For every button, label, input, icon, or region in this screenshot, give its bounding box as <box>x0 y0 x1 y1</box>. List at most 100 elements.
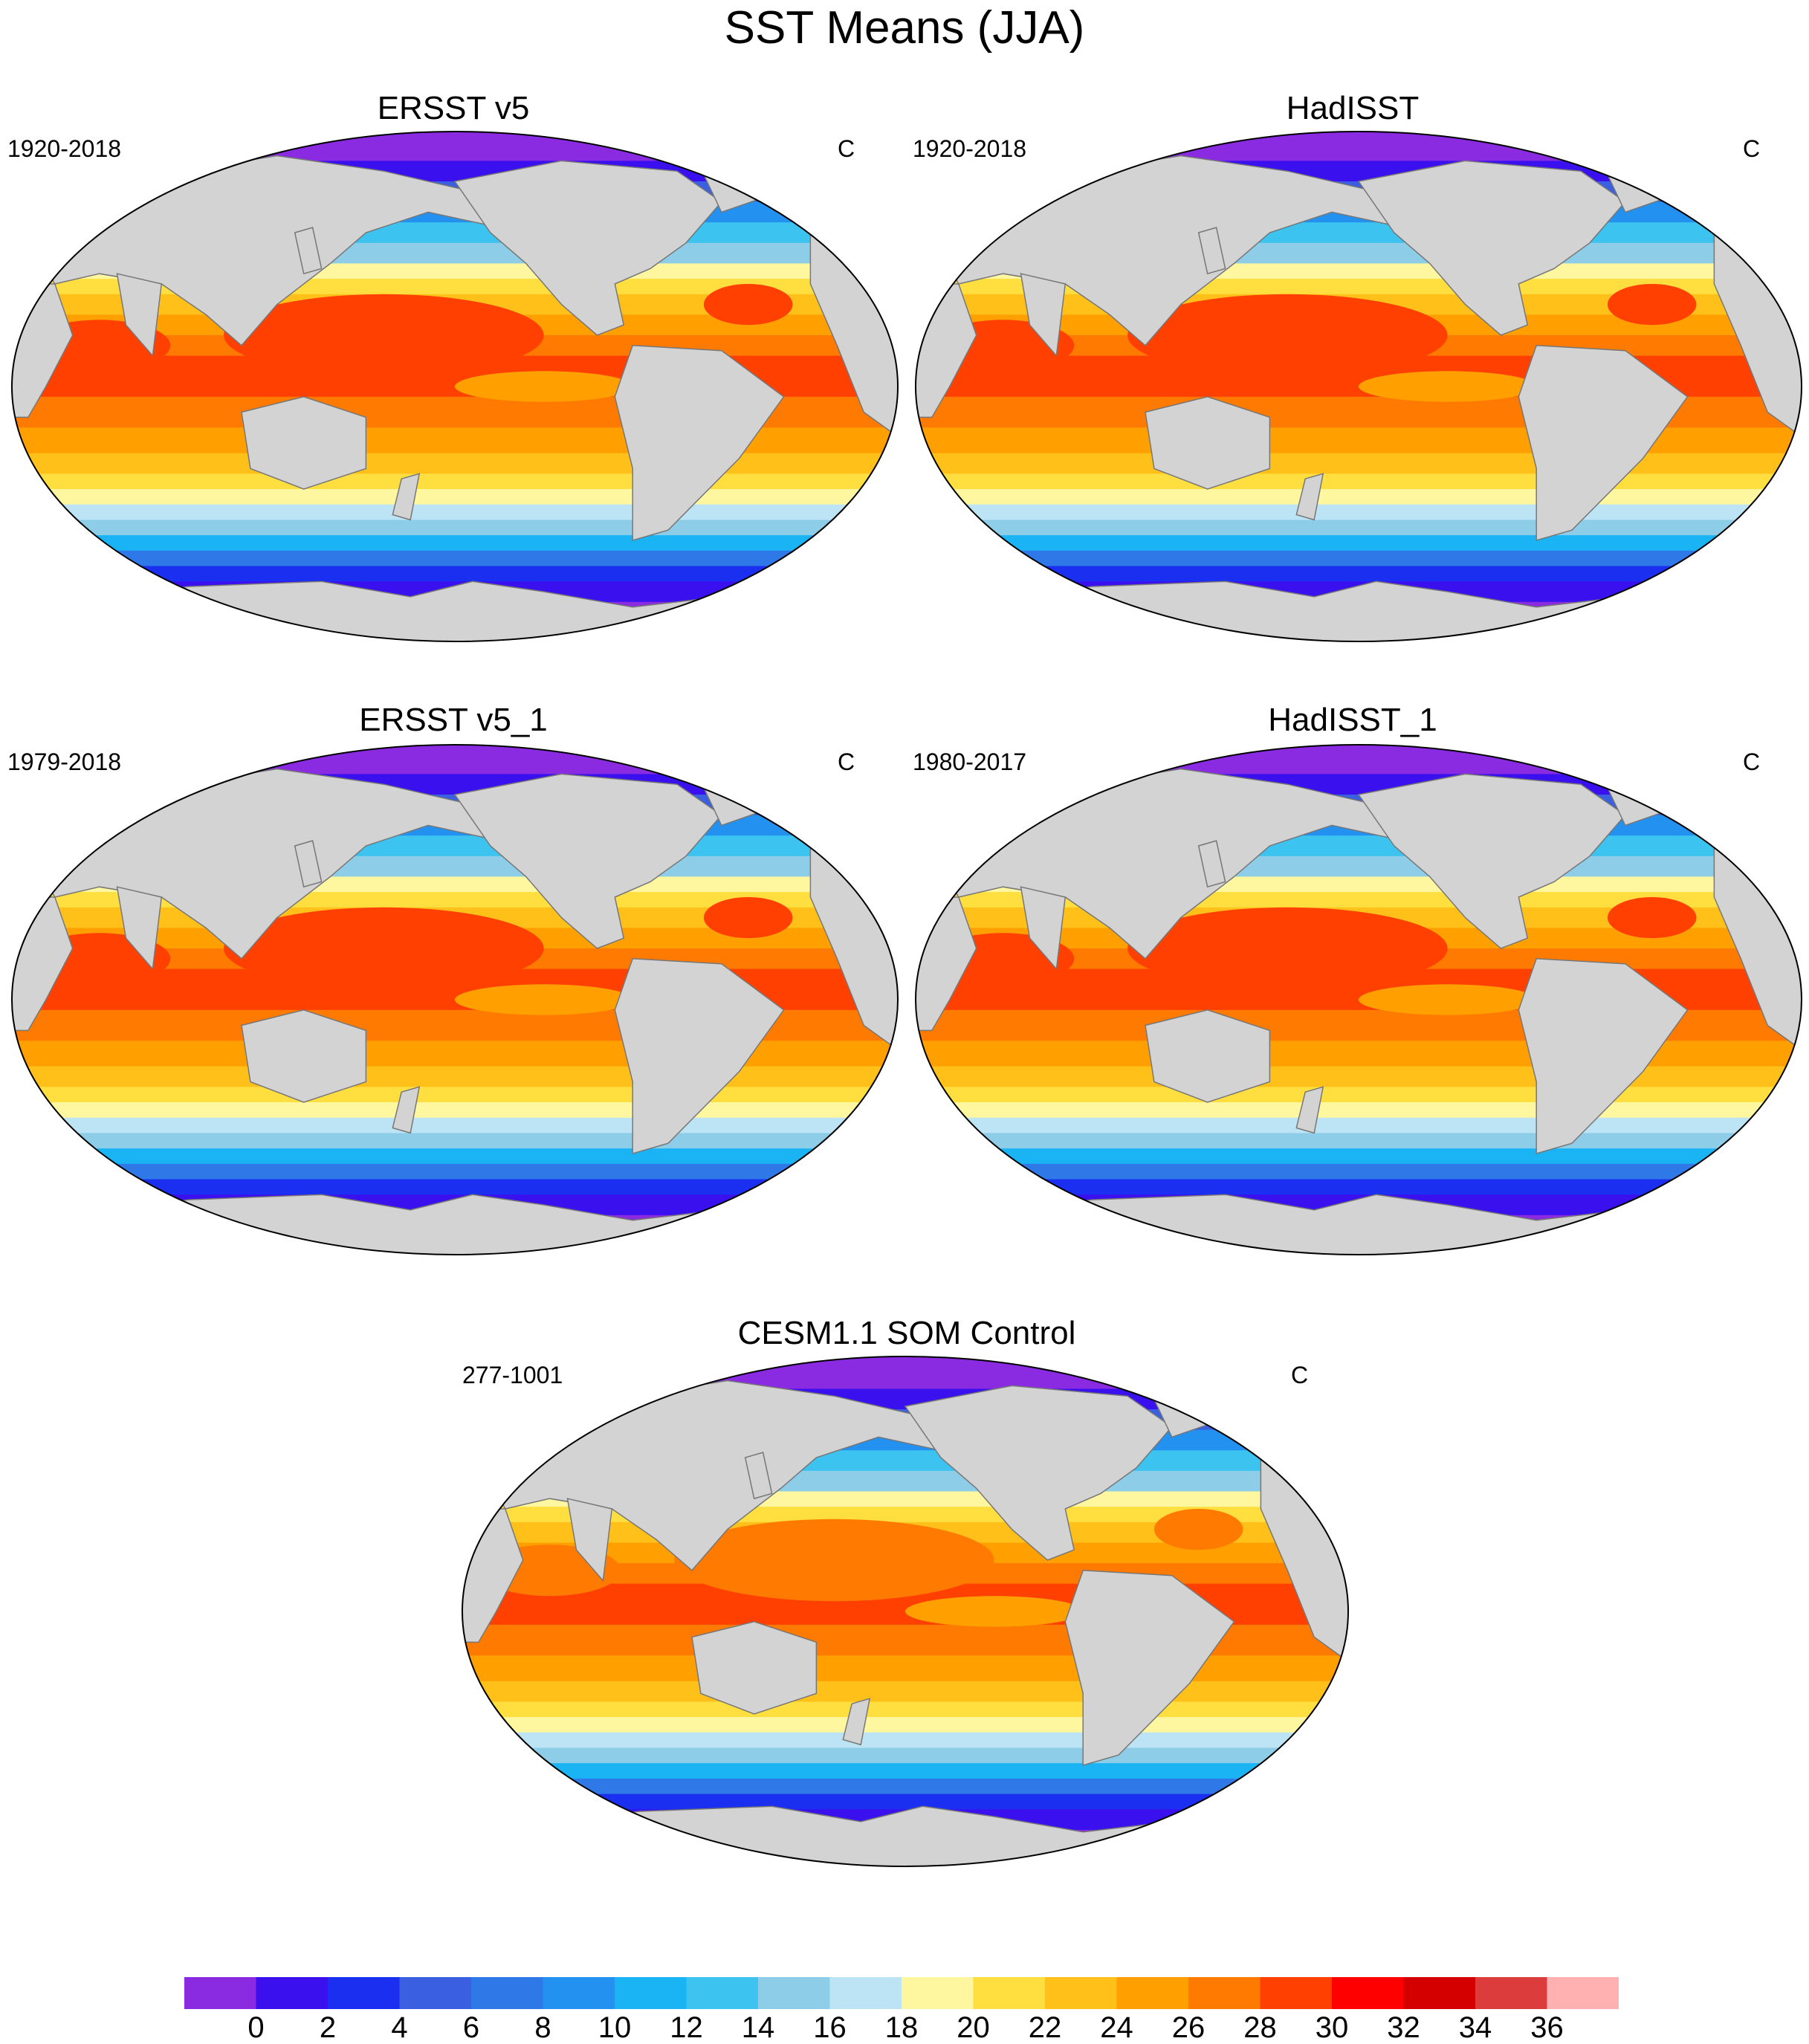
land-mass <box>1145 396 1271 490</box>
colorbar-swatch <box>328 1977 401 2009</box>
sst-band <box>916 745 1802 775</box>
panel-units-ersst-1: C <box>838 748 855 775</box>
panel-units-cesm: C <box>1291 1362 1309 1388</box>
land-mass <box>1295 473 1324 521</box>
sst-band <box>916 504 1802 521</box>
colorbar-tick-label: 22 <box>1028 2011 1062 2044</box>
panel-units-hadisst: C <box>1743 135 1761 162</box>
colorbar-swatch <box>471 1977 544 2009</box>
sst-band <box>462 1763 1348 1779</box>
panel-period-ersst-1: 1979-2018 <box>7 748 122 775</box>
sst-map-cesm <box>462 1356 1349 1867</box>
cold-tongue <box>1359 984 1537 1015</box>
warm-pool <box>674 1519 994 1602</box>
land-mass <box>1020 886 1067 971</box>
colorbar-tick-label: 34 <box>1458 2011 1492 2044</box>
sst-band <box>12 1066 898 1088</box>
land-mass <box>744 1452 773 1500</box>
panel-units-hadisst-1: C <box>1743 748 1761 775</box>
panel-title-ersst-1: ERSST v5_1 <box>359 702 548 738</box>
sst-band <box>462 1778 1348 1795</box>
sst-band <box>462 1732 1348 1749</box>
colorbar-tick-label: 24 <box>1100 2011 1133 2044</box>
land-mass <box>1145 1009 1271 1103</box>
figure-title: SST Means (JJA) <box>724 2 1085 54</box>
colorbar-tick-label: 26 <box>1171 2011 1206 2044</box>
land-mass <box>54 1194 856 1255</box>
land-mass <box>294 227 323 275</box>
land-mass <box>392 473 421 521</box>
sst-band <box>916 1133 1802 1150</box>
warm-pool <box>1607 284 1697 326</box>
panel-title-hadisst-1: HadISST_1 <box>1268 702 1437 738</box>
panel-title-ersst: ERSST v5 <box>377 90 530 126</box>
land-mass <box>1518 345 1689 541</box>
cold-tongue <box>455 984 633 1015</box>
warm-pool <box>224 907 544 990</box>
colorbar-swatch <box>1188 1977 1261 2009</box>
sst-band <box>12 1133 898 1150</box>
panel-period-hadisst-1: 1980-2017 <box>913 748 1027 775</box>
land-mass <box>1518 958 1689 1154</box>
sst-band <box>916 1066 1802 1088</box>
land-mass <box>842 1698 871 1746</box>
land-mass <box>1357 160 1626 336</box>
land-mass <box>453 160 722 336</box>
sst-band <box>462 1747 1348 1765</box>
cold-tongue <box>455 371 633 402</box>
panel-period-ersst: 1920-2018 <box>7 135 122 162</box>
colorbar-swatch <box>1116 1977 1189 2009</box>
land-mass <box>36 155 501 346</box>
sst-band <box>12 1117 898 1134</box>
warm-pool <box>703 897 793 939</box>
sst-band <box>916 550 1802 567</box>
land-mass <box>1357 773 1626 949</box>
cold-tongue <box>905 1596 1084 1627</box>
sst-band <box>12 1163 898 1180</box>
sst-map-hadisst <box>915 131 1802 642</box>
land-mass <box>957 1194 1760 1255</box>
land-mass <box>1020 273 1067 358</box>
colorbar-swatch <box>686 1977 759 2009</box>
sst-band <box>12 745 898 775</box>
sst-band <box>916 1041 1802 1067</box>
sst-band <box>12 1102 898 1119</box>
land-mass <box>116 886 163 971</box>
sst-band <box>462 1717 1348 1733</box>
sst-band <box>12 566 898 583</box>
colorbar-tick-label: 14 <box>741 2011 775 2044</box>
sst-band <box>462 1655 1348 1682</box>
land-mass <box>957 580 1760 641</box>
colorbar-tick-label: 16 <box>813 2011 847 2044</box>
colorbar-swatch <box>399 1977 472 2009</box>
colorbar-swatch <box>902 1977 974 2009</box>
land-mass <box>691 1621 818 1715</box>
sst-band <box>12 1087 898 1103</box>
sst-band <box>462 1794 1348 1811</box>
colorbar-swatch <box>1547 1977 1619 2009</box>
land-mass <box>1197 840 1226 888</box>
sst-band <box>916 489 1802 505</box>
sst-band <box>916 161 1802 182</box>
sst-band <box>916 1102 1802 1119</box>
warm-pool <box>1127 907 1448 990</box>
map-outline <box>11 131 899 642</box>
panel-title-cesm: CESM1.1 SOM Control <box>737 1315 1076 1351</box>
colorbar-tick-label: 2 <box>319 2011 337 2044</box>
land-mass <box>241 1009 367 1103</box>
sst-band <box>462 1681 1348 1703</box>
sst-band <box>916 520 1802 537</box>
land-mass <box>614 345 785 541</box>
sst-band <box>916 1148 1802 1165</box>
sst-band <box>916 473 1802 490</box>
panel-title-hadisst: HadISST <box>1286 90 1420 126</box>
map-outline <box>915 131 1802 642</box>
sst-band <box>916 1179 1802 1196</box>
sst-band <box>12 161 898 182</box>
colorbar-swatch <box>256 1977 329 2009</box>
colorbar-tick-label: 6 <box>462 2011 480 2044</box>
colorbar-tick-label: 30 <box>1315 2011 1349 2044</box>
colorbar-tick-label: 0 <box>247 2011 265 2044</box>
panel-period-hadisst: 1920-2018 <box>913 135 1027 162</box>
warm-pool <box>1153 1509 1243 1550</box>
